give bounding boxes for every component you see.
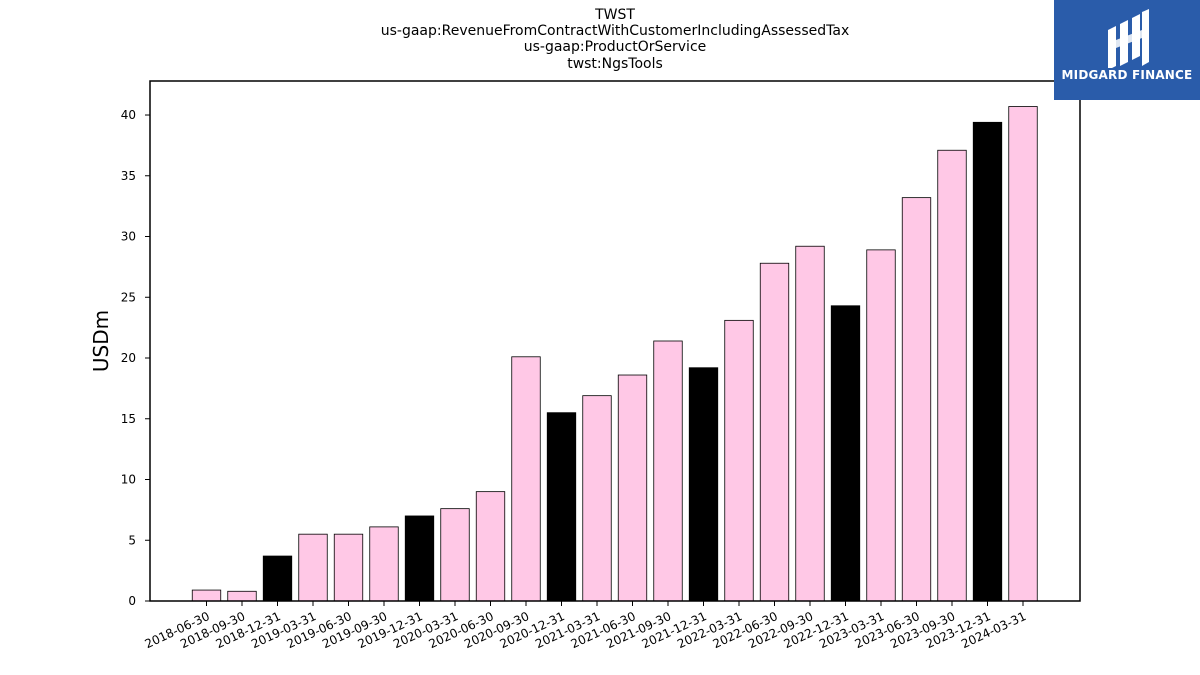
bar-2023-06-30 [901, 197, 932, 602]
plot-frame [149, 80, 1081, 602]
y-axis-label: USDm [89, 310, 113, 372]
bar-2018-09-30 [227, 590, 257, 602]
y-tick-label: 15 [121, 412, 136, 426]
bar-2020-03-31 [440, 508, 470, 602]
bar-2019-12-31 [404, 515, 435, 602]
bar-2019-09-30 [369, 526, 399, 602]
bar-2024-03-31 [1008, 106, 1038, 602]
bar-2020-12-31 [546, 412, 577, 602]
chart-title-line-3: us-gaap:ProductOrService [523, 39, 707, 55]
bar-2022-06-30 [759, 262, 790, 602]
bar-2021-03-31 [582, 395, 612, 602]
bar-2021-12-31 [688, 367, 719, 602]
bar-2021-06-30 [617, 374, 648, 602]
y-tick-label: 30 [121, 230, 136, 244]
bar-2023-09-30 [937, 149, 967, 602]
bar-2022-09-30 [795, 245, 825, 602]
bar-2022-03-31 [724, 319, 754, 602]
y-tick-label: 20 [121, 351, 136, 365]
bar-2022-12-31 [830, 305, 861, 602]
y-tick-label: 40 [121, 108, 136, 122]
bar-2020-06-30 [475, 491, 506, 602]
y-tick-label: 10 [121, 473, 136, 487]
y-tick-label: 35 [121, 169, 136, 183]
bar-2021-09-30 [653, 340, 683, 602]
chart-title-line-4: twst:NgsTools [567, 56, 663, 72]
bar-2019-06-30 [333, 533, 364, 602]
chart-title-line-2: us-gaap:RevenueFromContractWithCustomerI… [380, 23, 850, 39]
bar-2018-12-31 [262, 555, 293, 602]
y-axis-ticks: 0 5 10 15 20 25 30 35 40 [121, 108, 150, 608]
y-tick-label: 5 [128, 533, 136, 547]
bar-2020-09-30 [511, 356, 541, 602]
bar-2018-06-30 [191, 589, 222, 602]
bar-2023-03-31 [866, 249, 896, 602]
bar-2023-12-31 [972, 121, 1003, 602]
midgard-finance-logo: MIDGARD FINANCE [1054, 0, 1200, 100]
y-tick-label: 25 [121, 290, 136, 304]
chart-title-line-1: TWST [595, 7, 635, 23]
x-axis-ticks: 2018-06-302018-09-302018-12-312019-03-31… [143, 601, 1028, 651]
y-tick-label: 0 [128, 594, 136, 608]
bars-group [191, 106, 1038, 602]
bar-2019-03-31 [298, 533, 328, 602]
logo-text: MIDGARD FINANCE [1061, 68, 1193, 82]
midgard-logo-icon [1108, 9, 1149, 68]
